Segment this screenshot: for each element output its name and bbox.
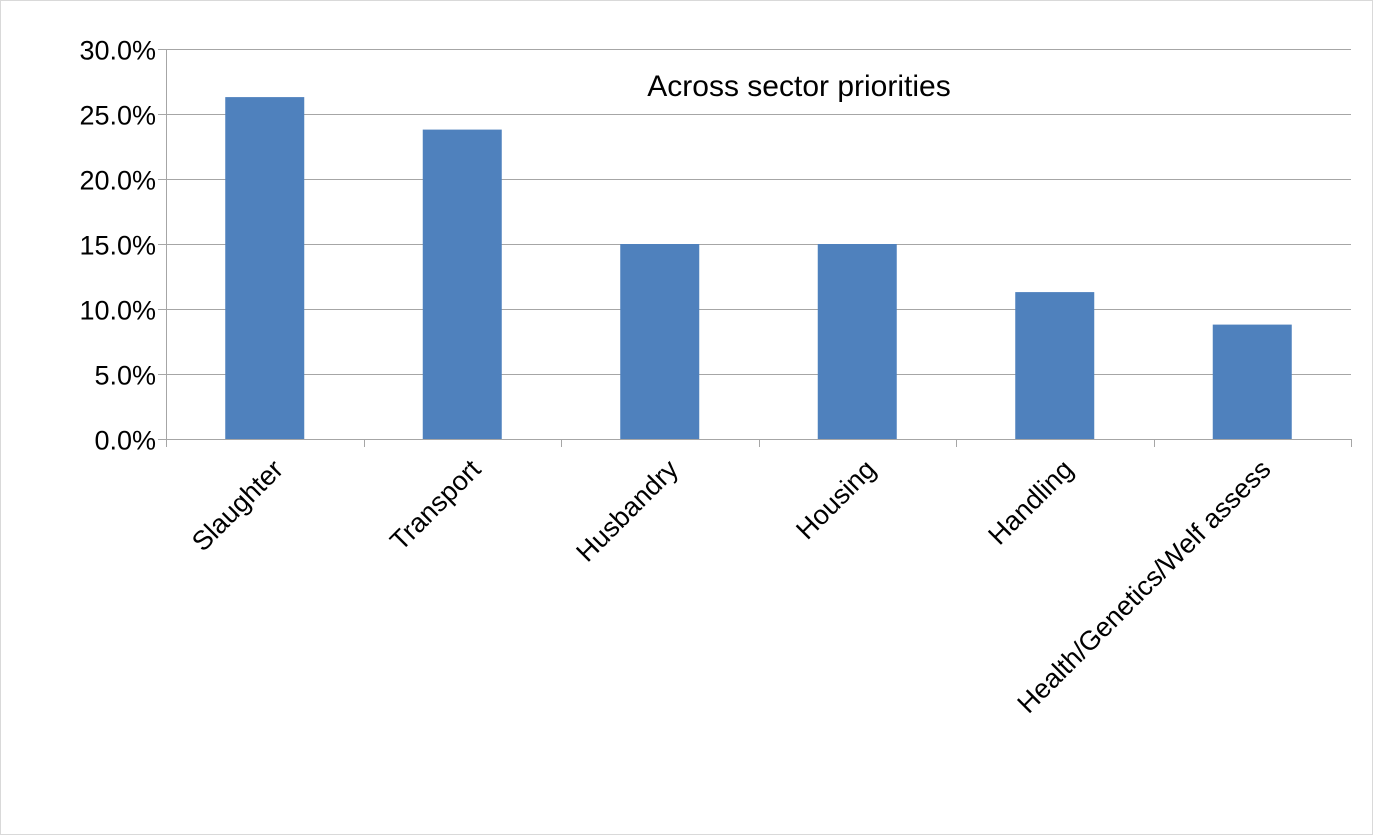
y-tick-labels: 0.0% 5.0% 10.0% 15.0% 20.0% 25.0% 30.0% bbox=[79, 36, 156, 456]
bar-transport bbox=[422, 129, 502, 439]
bar-health-genetics-welf-assess bbox=[1212, 324, 1292, 439]
bar-husbandry bbox=[620, 244, 700, 439]
y-tick-label: 0.0% bbox=[94, 426, 156, 456]
x-category-label: Husbandry bbox=[570, 454, 684, 568]
chart-title: Across sector priorities bbox=[647, 70, 950, 103]
x-category-labels: Slaughter Transport Husbandry Housing Handli… bbox=[186, 454, 1276, 719]
y-tick-label: 20.0% bbox=[79, 166, 156, 196]
bar-slaughter bbox=[225, 97, 305, 439]
x-category-label: Transport bbox=[384, 454, 487, 557]
x-category-label: Handling bbox=[982, 454, 1079, 551]
y-tick-label: 30.0% bbox=[79, 36, 156, 66]
y-tick-label: 5.0% bbox=[94, 361, 156, 391]
x-category-label: Housing bbox=[790, 454, 881, 545]
bar-housing bbox=[817, 244, 897, 439]
x-category-label: Slaughter bbox=[186, 454, 289, 557]
bars bbox=[225, 97, 1292, 439]
bar-handling bbox=[1015, 292, 1095, 439]
gridlines bbox=[166, 49, 1351, 375]
y-tick-label: 10.0% bbox=[79, 296, 156, 326]
y-tick-label: 25.0% bbox=[79, 101, 156, 131]
axes bbox=[158, 49, 1352, 447]
y-tick-label: 15.0% bbox=[79, 231, 156, 261]
